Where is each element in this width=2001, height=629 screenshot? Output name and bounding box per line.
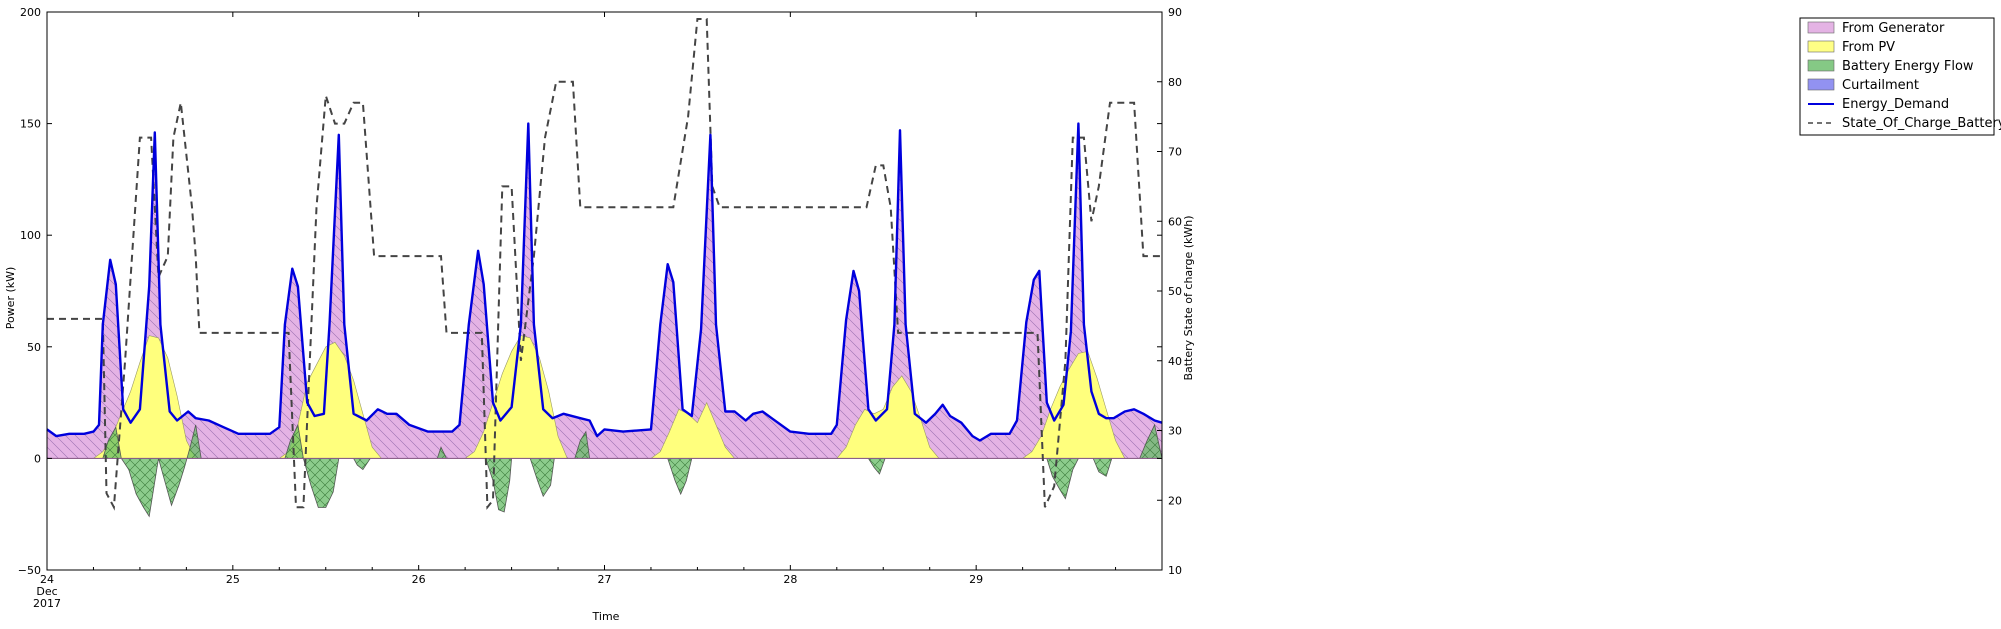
legend-label-curtailment: Curtailment [1842,78,1919,93]
generator-hatch [47,123,1162,459]
legend-items: From Generator From PV Battery Energy Flow… [1807,21,2001,131]
x-tick-label: 27 [598,573,612,586]
generator-area [47,123,1162,459]
legend-swatch-battery [1807,59,1835,72]
right-tick-label: 20 [1168,494,1182,507]
left-tick-label: 100 [20,229,41,242]
legend-label-soc: State_Of_Charge_Battery [1842,116,2001,131]
right-tick-label: 30 [1168,425,1182,438]
legend-frame [1799,17,1995,136]
state-of-charge-line [47,18,1162,511]
legend-label-battery: Battery Energy Flow [1842,59,1974,74]
right-axis-ticks: 90 80 70 60 50 40 30 20 10 [1157,6,1182,577]
right-tick-label: 80 [1168,76,1182,89]
x-tick-label: 24 [40,573,54,586]
legend-label-demand: Energy_Demand [1842,97,1949,112]
legend: From Generator From PV Battery Energy Flow… [1799,17,2001,136]
left-axis-ticks: 200 150 100 50 0 −50 [18,6,1162,577]
right-tick-label: 10 [1168,564,1182,577]
left-tick-label: 0 [34,452,41,465]
left-tick-label: 200 [20,6,41,19]
right-tick-label: 60 [1168,215,1182,228]
y-axis-label-left: Power (kW) [4,267,17,330]
legend-label-pv: From PV [1842,40,1895,55]
x-tick-label: 28 [783,573,797,586]
right-tick-label: 90 [1168,6,1182,19]
x-axis-ticks: 24 25 26 27 28 29 [40,12,1117,586]
legend-swatch-generator [1807,21,1835,34]
x-tick-label: 25 [226,573,240,586]
legend-label-generator: From Generator [1842,21,1945,36]
plot-frame [46,11,1163,571]
right-tick-label: 40 [1168,355,1182,368]
right-tick-label: 70 [1168,146,1182,159]
legend-swatch-pv [1807,40,1835,53]
x-tick-sub-year: 2017 [33,597,61,610]
right-tick-label: 50 [1168,285,1182,298]
y-axis-label-right: Battery State of charge (kWh) [1182,215,1195,380]
energy-demand-line [46,122,1163,442]
left-tick-label: −50 [18,564,41,577]
left-tick-label: 150 [20,118,41,131]
left-tick-label: 50 [27,341,41,354]
x-tick-sub-month: Dec [36,585,57,598]
x-axis-label: Time [592,610,620,623]
x-tick-label: 26 [412,573,426,586]
x-tick-label: 29 [969,573,983,586]
plot-area [46,11,1163,571]
legend-swatch-curtailment [1807,78,1835,91]
battery-hatch [47,424,1162,517]
